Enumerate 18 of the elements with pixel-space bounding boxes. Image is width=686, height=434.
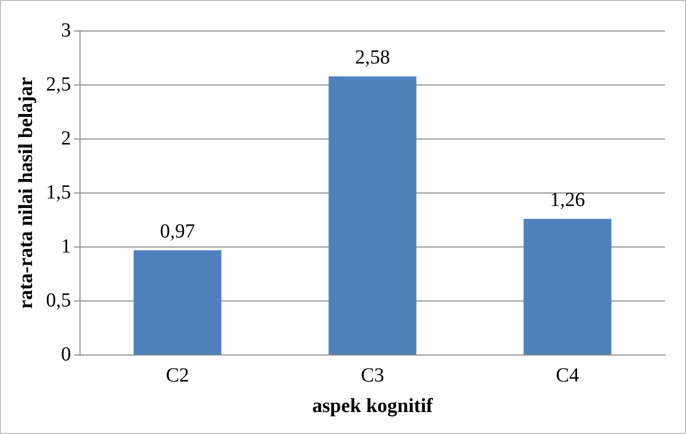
x-axis-title: aspek kognitif	[312, 395, 434, 418]
data-label: 2,58	[355, 46, 390, 69]
x-tick-label: C4	[556, 364, 580, 386]
bar	[328, 76, 416, 354]
data-label: 0,97	[160, 220, 195, 242]
x-tick-label: C3	[360, 364, 384, 386]
y-tick-label: 0	[61, 343, 71, 366]
y-tick-label: 1	[61, 235, 71, 258]
y-tick-label: 1,5	[46, 181, 71, 204]
x-tick-label: C2	[166, 364, 190, 386]
y-tick-label: 2	[61, 127, 71, 150]
y-tick-label: 0,5	[46, 289, 71, 312]
y-axis-title: rata-rata nilai hasil belajar	[15, 77, 38, 309]
bar	[134, 250, 222, 354]
data-label: 1,26	[550, 189, 585, 212]
bar	[524, 218, 612, 354]
y-tick-label: 2,5	[46, 73, 71, 96]
y-tick-label: 3	[61, 19, 71, 42]
